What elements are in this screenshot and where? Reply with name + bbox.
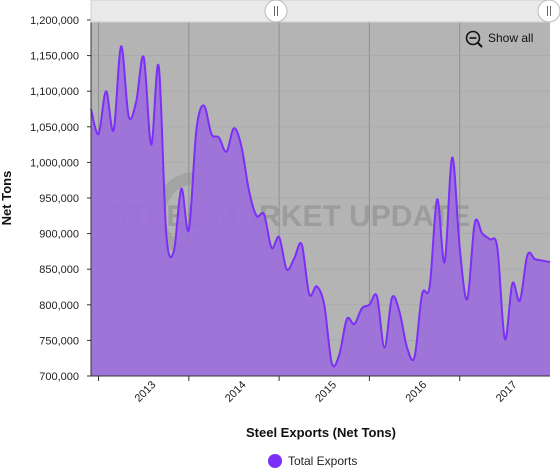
data-point[interactable]	[374, 294, 379, 299]
y-tick-label: 900,000	[39, 229, 79, 241]
legend[interactable]: Total Exports	[268, 454, 357, 468]
data-point[interactable]	[412, 354, 417, 359]
data-point[interactable]	[525, 252, 530, 257]
data-point[interactable]	[164, 231, 169, 236]
y-tick-label: 850,000	[39, 264, 79, 276]
data-point[interactable]	[149, 142, 154, 147]
data-point[interactable]	[126, 114, 131, 119]
data-point[interactable]	[307, 292, 312, 297]
navigator-handle-right[interactable]	[537, 0, 560, 23]
show-all-label: Show all	[488, 31, 533, 45]
show-all-button[interactable]: Show all	[460, 28, 542, 50]
data-point[interactable]	[209, 131, 214, 136]
data-point[interactable]	[186, 228, 191, 233]
data-point[interactable]	[299, 242, 304, 247]
data-point[interactable]	[111, 128, 116, 133]
data-point[interactable]	[540, 258, 545, 263]
data-point[interactable]	[277, 235, 282, 240]
data-point[interactable]	[480, 231, 485, 236]
data-point[interactable]	[389, 295, 394, 300]
data-point[interactable]	[269, 245, 274, 250]
data-point[interactable]	[472, 220, 477, 225]
data-point[interactable]	[382, 345, 387, 350]
data-point[interactable]	[548, 260, 553, 265]
data-point[interactable]	[344, 317, 349, 322]
data-point[interactable]	[156, 64, 161, 69]
y-tick-label: 1,150,000	[30, 51, 79, 63]
data-point[interactable]	[442, 260, 447, 265]
data-point[interactable]	[262, 212, 267, 217]
data-point[interactable]	[329, 361, 334, 366]
data-point[interactable]	[435, 197, 440, 202]
y-tick-label: 800,000	[39, 300, 79, 312]
y-axis-title: Net Tons	[0, 171, 14, 226]
data-point[interactable]	[427, 285, 432, 290]
data-point[interactable]	[495, 245, 500, 250]
data-point[interactable]	[216, 135, 221, 140]
series-area	[91, 46, 550, 377]
zoom-out-icon	[465, 30, 483, 48]
data-point[interactable]	[465, 297, 470, 302]
data-point[interactable]	[367, 302, 372, 307]
data-point[interactable]	[502, 336, 507, 341]
data-point[interactable]	[517, 298, 522, 303]
y-tick-label: 1,000,000	[30, 157, 79, 169]
data-point[interactable]	[292, 256, 297, 261]
data-point[interactable]	[194, 128, 199, 133]
x-axis-title: Steel Exports (Net Tons)	[246, 425, 396, 440]
data-point[interactable]	[532, 257, 537, 262]
watermark-text: STEEL MARKET UPDATE	[108, 200, 470, 233]
navigator-handle-left[interactable]	[264, 0, 288, 23]
data-point[interactable]	[96, 131, 101, 136]
data-point[interactable]	[322, 302, 327, 307]
data-point[interactable]	[420, 292, 425, 297]
data-point[interactable]	[104, 89, 109, 94]
data-point[interactable]	[119, 44, 124, 49]
data-point[interactable]	[247, 188, 252, 193]
data-point[interactable]	[284, 267, 289, 272]
data-point[interactable]	[239, 144, 244, 149]
data-point[interactable]	[201, 103, 206, 108]
data-point[interactable]	[314, 284, 319, 289]
data-point[interactable]	[487, 237, 492, 242]
data-point[interactable]	[352, 322, 357, 327]
data-point[interactable]	[450, 155, 455, 160]
data-point[interactable]	[171, 249, 176, 254]
data-point[interactable]	[359, 306, 364, 311]
data-point[interactable]	[134, 99, 139, 104]
y-tick-label: 1,050,000	[30, 122, 79, 134]
data-point[interactable]	[405, 345, 410, 350]
data-point[interactable]	[224, 149, 229, 154]
data-point[interactable]	[254, 213, 259, 218]
data-point[interactable]	[231, 126, 236, 131]
y-tick-label: 950,000	[39, 193, 79, 205]
legend-label: Total Exports	[288, 454, 357, 468]
y-tick-label: 750,000	[39, 335, 79, 347]
data-point[interactable]	[337, 352, 342, 357]
y-tick-label: 1,100,000	[30, 86, 79, 98]
y-tick-label: 1,200,000	[30, 15, 79, 27]
data-point[interactable]	[397, 309, 402, 314]
data-point[interactable]	[141, 55, 146, 60]
navigator-strip[interactable]	[90, 0, 551, 23]
y-tick-label: 700,000	[39, 371, 79, 383]
data-point[interactable]	[510, 281, 515, 286]
series-line[interactable]	[90, 45, 551, 368]
data-point[interactable]	[179, 186, 184, 191]
legend-marker	[268, 454, 282, 468]
data-point[interactable]	[457, 245, 462, 250]
